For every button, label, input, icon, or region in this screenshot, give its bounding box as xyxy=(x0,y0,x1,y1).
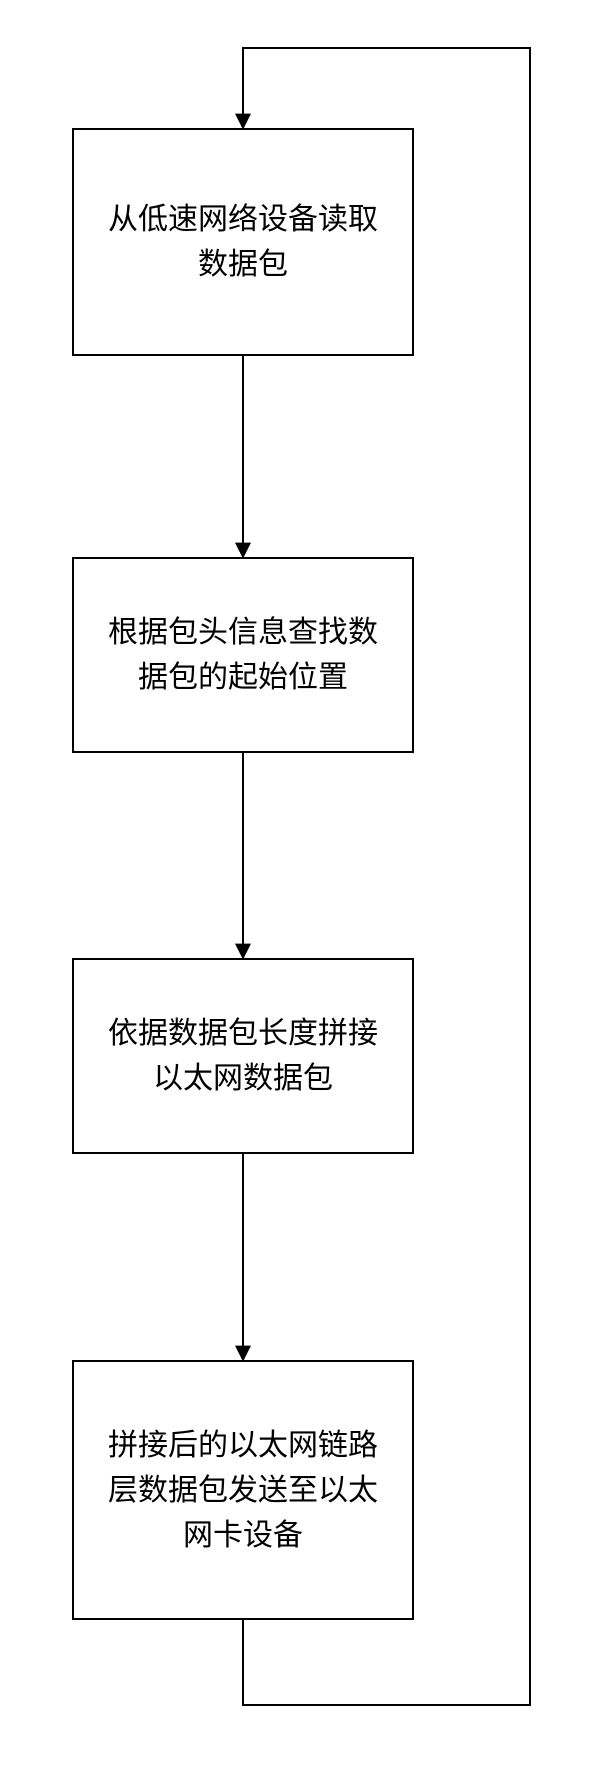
flowchart-canvas: 从低速网络设备读取数据包 根据包头信息查找数据包的起始位置 依据数据包长度拼接以… xyxy=(0,0,598,1782)
step-label: 从低速网络设备读取数据包 xyxy=(94,197,392,287)
step-label: 拼接后的以太网链路层数据包发送至以太网卡设备 xyxy=(94,1423,392,1558)
step-read-packet: 从低速网络设备读取数据包 xyxy=(72,128,414,356)
step-label: 依据数据包长度拼接以太网数据包 xyxy=(94,1011,392,1101)
step-send-to-nic: 拼接后的以太网链路层数据包发送至以太网卡设备 xyxy=(72,1360,414,1620)
step-find-header: 根据包头信息查找数据包的起始位置 xyxy=(72,557,414,753)
step-label: 根据包头信息查找数据包的起始位置 xyxy=(94,610,392,700)
step-assemble-ethernet: 依据数据包长度拼接以太网数据包 xyxy=(72,958,414,1154)
